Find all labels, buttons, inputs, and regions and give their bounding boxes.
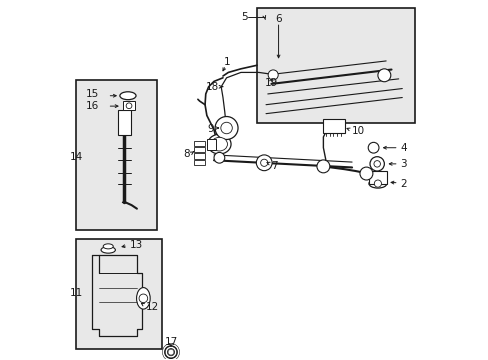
Bar [76,80,156,230]
Text: 4: 4 [400,143,407,153]
Circle shape [221,122,232,134]
Ellipse shape [103,244,113,249]
Text: 2: 2 [400,179,407,189]
Text: 8: 8 [183,149,190,159]
Circle shape [373,180,381,187]
Text: 11: 11 [69,288,82,298]
Text: 16: 16 [85,101,99,111]
Ellipse shape [211,137,227,151]
Text: 15: 15 [85,89,99,99]
Text: 13: 13 [130,239,143,249]
Text: 17: 17 [164,337,177,347]
Text: 10: 10 [351,126,365,135]
Circle shape [215,117,238,139]
Bar [194,160,204,165]
Circle shape [260,159,267,166]
Text: 7: 7 [271,161,278,171]
Circle shape [214,152,224,163]
Bar [122,101,135,110]
Text: 12: 12 [145,302,159,312]
Text: 5: 5 [241,12,247,22]
Text: 18: 18 [205,82,218,93]
Text: 1: 1 [224,57,230,67]
Circle shape [256,155,271,171]
Bar [76,239,162,348]
Ellipse shape [164,346,177,359]
Ellipse shape [136,288,150,309]
Bar [257,8,414,123]
Circle shape [373,161,380,167]
Text: 14: 14 [69,152,82,162]
Ellipse shape [368,179,386,188]
Bar [368,171,386,184]
Text: 9: 9 [207,124,214,134]
Text: 19: 19 [264,78,278,88]
Ellipse shape [120,92,136,100]
Bar [323,119,344,134]
Ellipse shape [101,247,115,253]
Circle shape [359,167,372,180]
Circle shape [377,69,390,82]
Circle shape [267,70,278,80]
Circle shape [167,348,174,356]
Bar [194,153,204,159]
Circle shape [139,294,147,303]
Circle shape [316,160,329,173]
Circle shape [369,157,384,171]
Bar [194,140,204,146]
Bar [194,147,204,152]
Text: 3: 3 [400,159,407,169]
Text: 6: 6 [275,14,281,24]
Ellipse shape [207,134,230,154]
Circle shape [126,103,132,109]
Circle shape [367,142,378,153]
Bar [206,139,215,149]
Bar [118,110,131,135]
